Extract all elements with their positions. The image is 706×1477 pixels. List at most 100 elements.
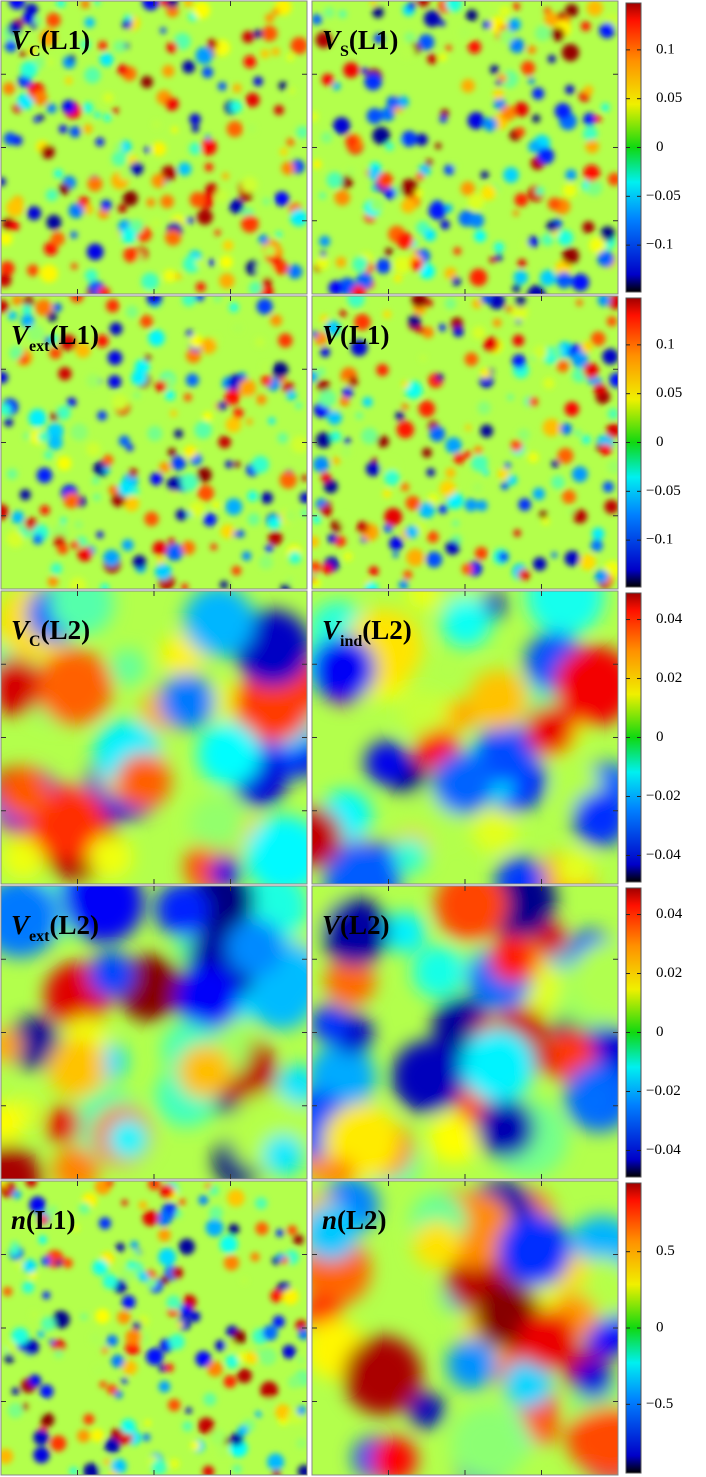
heatmap-blob [571, 466, 588, 483]
heatmap-blob [320, 472, 331, 483]
heatmap-blob [343, 551, 353, 562]
heatmap-blob [512, 334, 525, 347]
heatmap-blob [396, 420, 414, 439]
heatmap-blob [312, 576, 316, 583]
heatmap-blob [246, 418, 253, 425]
heatmap-blob [22, 1281, 35, 1294]
heatmap-blob [518, 1311, 577, 1369]
label-symbol: V [11, 320, 31, 350]
heatmap-blob [103, 1458, 111, 1466]
heatmap-blob [52, 1146, 100, 1179]
heatmap-blob [37, 1330, 45, 1338]
heatmap-blob [468, 669, 529, 730]
heatmap-blob [113, 142, 123, 152]
heatmap-blob [182, 1421, 193, 1432]
heatmap-blob [55, 1259, 63, 1267]
heatmap-blob [287, 1225, 298, 1236]
heatmap-blob [607, 459, 618, 475]
heatmap-blob [499, 5, 511, 17]
heatmap-blob [185, 1407, 192, 1414]
heatmap-blob [262, 276, 272, 286]
heatmap-blob [396, 95, 409, 109]
heatmap-blob [472, 482, 483, 493]
heatmap-blob [70, 296, 84, 303]
heatmap-blob [256, 298, 273, 315]
heatmap-blob [115, 753, 172, 810]
heatmap-blob [488, 296, 505, 310]
heatmap-blob [41, 145, 55, 159]
heatmap-blob [61, 99, 76, 114]
heatmap-blob [62, 1257, 73, 1269]
heatmap-blob [118, 435, 130, 447]
heatmap-blob [238, 379, 257, 397]
heatmap-blob [97, 40, 108, 51]
heatmap-blob [52, 1310, 70, 1329]
heatmap-blob [25, 3, 38, 17]
heatmap-blob [347, 296, 365, 308]
heatmap-blob [341, 446, 351, 457]
heatmap-blob [28, 47, 37, 56]
heatmap-blob [497, 1213, 571, 1287]
heatmap-blob [189, 501, 205, 517]
heatmap-blob [490, 1, 498, 9]
heatmap-blob [166, 4, 179, 18]
heatmap-blob [383, 523, 393, 533]
heatmap-blob [166, 1295, 182, 1311]
heatmap-blob [275, 231, 282, 238]
heatmap-blob [223, 1375, 237, 1389]
heatmap-blob [565, 169, 577, 181]
heatmap-blob [342, 386, 354, 398]
heatmap-blob [296, 1405, 307, 1416]
heatmap-blob [255, 260, 273, 278]
heatmap-blob [33, 1429, 49, 1446]
heatmap-blob [493, 242, 505, 253]
heatmap-blob [275, 1229, 284, 1237]
heatmap-blob [373, 33, 385, 44]
colorbar-tick-label: 0.02 [656, 965, 682, 981]
heatmap-blob [260, 1381, 279, 1400]
heatmap-blob [166, 476, 182, 492]
heatmap-blob [72, 1224, 80, 1232]
heatmap-blob [189, 334, 204, 349]
heatmap-blob [512, 284, 521, 293]
heatmap-blob [561, 489, 577, 505]
heatmap-blob [1, 261, 15, 276]
heatmap-blob [571, 273, 590, 292]
heatmap-blob [197, 1417, 215, 1435]
heatmap-blob [53, 1348, 64, 1359]
label-symbol: V [11, 615, 31, 645]
heatmap-blob [92, 493, 101, 502]
heatmap-blob [155, 380, 167, 392]
heatmap-blob [45, 1106, 82, 1143]
heatmap-blob [60, 517, 67, 525]
heatmap-blob [352, 256, 369, 273]
heatmap-blob [419, 263, 435, 279]
heatmap-blob [361, 67, 368, 75]
heatmap-blob [109, 322, 123, 336]
heatmap-blob [232, 83, 242, 93]
label-tail: (L1) [26, 1205, 76, 1235]
heatmap-blob [288, 551, 302, 565]
heatmap-blob [102, 92, 114, 104]
heatmap-blob [204, 134, 211, 141]
heatmap-blob [555, 849, 595, 884]
heatmap-blob [46, 12, 61, 28]
heatmap-blob [189, 1311, 201, 1323]
heatmap-blob [106, 1334, 118, 1347]
heatmap-blob [384, 247, 393, 256]
heatmap-blob [111, 492, 126, 507]
heatmap-blob [554, 645, 618, 726]
heatmap-blob [77, 546, 93, 562]
panel-label: V(L2) [322, 910, 390, 940]
heatmap-blob [176, 1321, 184, 1328]
heatmap-blob [126, 1260, 136, 1270]
heatmap-blob [109, 649, 146, 686]
heatmap-blob [561, 43, 580, 62]
heatmap-blob [129, 161, 144, 176]
heatmap-blob [452, 326, 464, 337]
heatmap-blob [461, 78, 475, 93]
label-tail: (L2) [340, 910, 390, 940]
heatmap-blob [340, 175, 353, 189]
heatmap-blob [32, 533, 44, 545]
heatmap-blob [6, 468, 18, 480]
